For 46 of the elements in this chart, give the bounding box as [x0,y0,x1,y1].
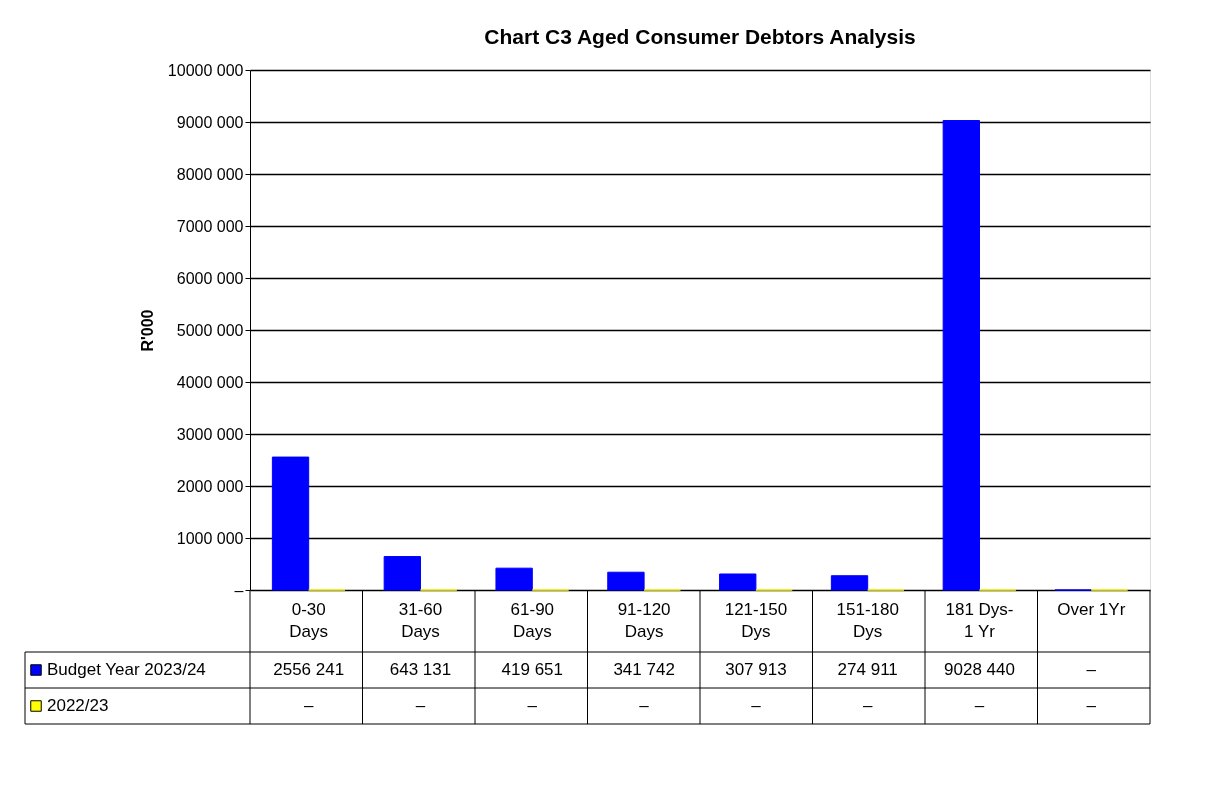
y-tick-label: 3000 000 [176,425,244,443]
x-tick-label: 0-30 Days [289,600,329,641]
x-tick-label: Over 1Yr [1057,600,1126,619]
data-label: – [639,696,650,715]
y-tick-label: 9000 000 [176,113,244,131]
bar [607,571,645,591]
x-tick-label: 31-60 Days [398,600,443,641]
data-label: – [415,696,426,715]
y-tick-label: 2000 000 [176,477,244,495]
bar [942,120,980,591]
data-label: – [527,696,538,715]
bar [271,456,310,591]
y-tick-label: – [234,581,244,599]
data-label: – [974,696,985,715]
x-tick-label: 121-150 Dys [724,600,788,641]
legend-label: Budget Year 2023/24 [47,660,206,679]
data-label: 307 913 [725,660,787,679]
x-tick-label: 151-180 Dys [836,600,899,641]
data-label: – [1086,660,1097,679]
x-tick-label: 61-90 Days [510,600,555,641]
y-tick-label: 6000 000 [176,269,244,287]
y-tick-label: 1000 000 [176,529,244,547]
x-tick-label: 91-120 Days [617,600,671,641]
data-label: 419 651 [501,660,564,679]
data-label: – [751,696,762,715]
y-tick-label: 5000 000 [176,321,244,339]
data-label: 643 131 [389,660,452,679]
data-label: 2556 241 [273,660,345,679]
data-label: 341 742 [613,660,675,679]
chart-title: Chart C3 Aged Consumer Debtors Analysis [484,25,916,48]
y-tick-label: 10000 000 [167,61,244,79]
data-label: – [862,696,873,715]
legend-label: 2022/23 [47,696,109,715]
y-tick-label: 8000 000 [176,165,244,183]
bar [383,556,421,591]
x-tick-label: 181 Dys- 1 Yr [945,600,1014,641]
bar [495,567,533,591]
bar [830,575,869,591]
y-axis-title: R'000 [138,309,156,352]
data-label: 274 911 [837,660,898,679]
y-tick-label: 7000 000 [176,217,244,235]
data-label: – [303,696,314,715]
data-label: 9028 440 [944,660,1015,679]
data-label: – [1086,696,1097,715]
y-tick-label: 4000 000 [176,373,244,391]
bar [719,573,757,591]
